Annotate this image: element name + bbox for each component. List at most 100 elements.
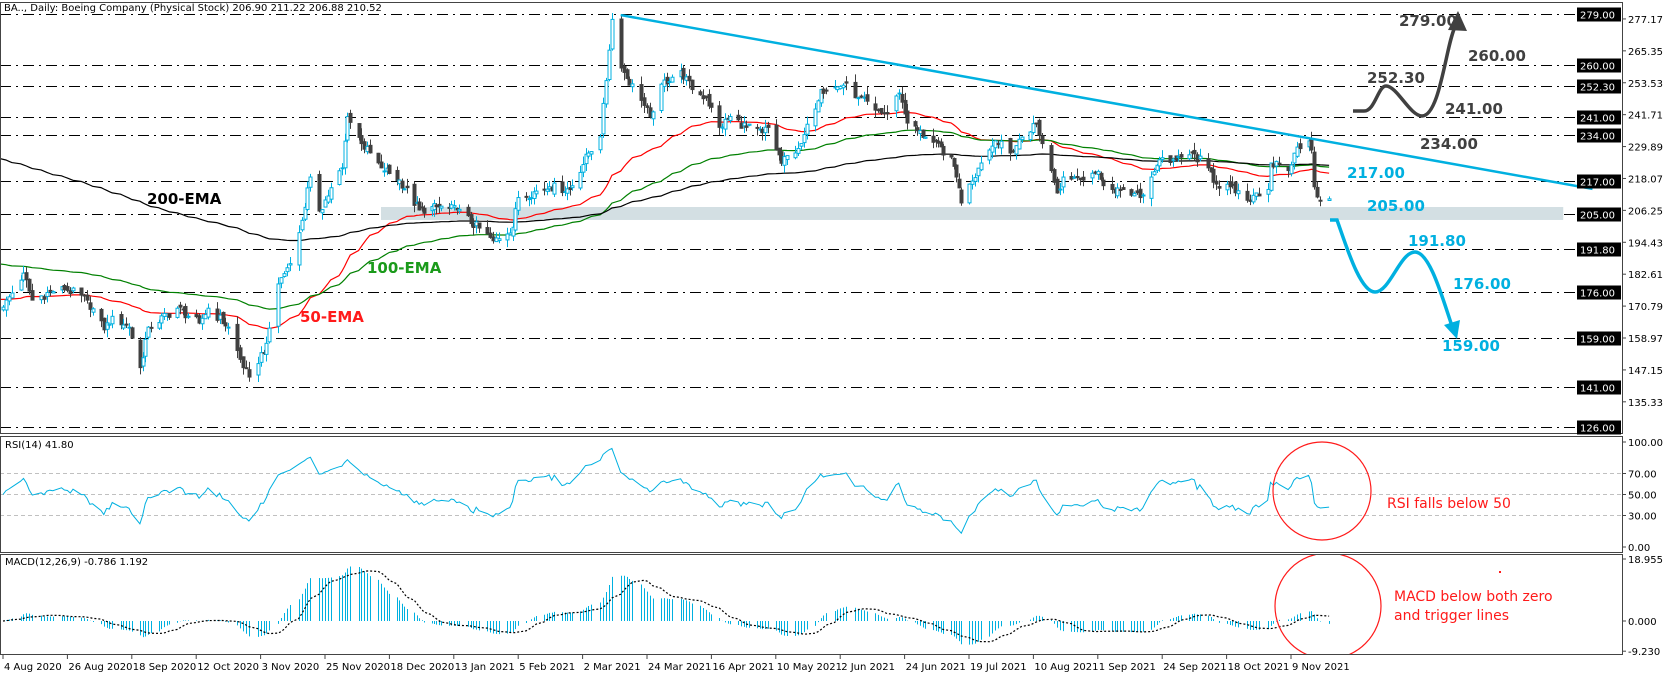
bearish-candle [1075,175,1080,178]
rsi-tick-label: 0.00 [1628,543,1650,554]
bullish-candle [1198,155,1203,160]
level-price-box [1577,331,1621,346]
bullish-candle [999,140,1004,149]
bullish-candle [604,80,609,105]
bullish-candle [10,292,15,299]
bullish-candle [598,136,603,151]
x-tick-label: 9 Nov 2021 [1292,662,1350,673]
bearish-candle [68,290,73,295]
bearish-candle [376,152,381,164]
x-tick-label: 4 Aug 2020 [4,662,62,673]
bullish-candle [206,307,211,318]
bullish-candle [141,357,146,367]
bullish-candle [323,199,328,208]
y-tick-label: 158.97 [1628,334,1663,345]
x-tick-label: 18 Oct 2021 [1228,662,1290,673]
bullish-candle [516,197,521,211]
bearish-candle [931,135,936,143]
bullish-candle [1115,187,1120,197]
bullish-candle [276,283,281,327]
level-price-box [1577,58,1621,73]
bullish-candle [1236,190,1241,195]
level-box-layer: 279.00 260.00 252.30 241.00 234.00 217.00 205.… [1577,7,1621,435]
bearish-candle [469,214,474,225]
macd-note-line2: and trigger lines [1394,608,1510,624]
macd-note-line1: MACD below both zero [1394,589,1553,605]
bullish-candle [337,170,342,186]
price-panel-frame [0,2,1623,434]
bullish-candle [1251,194,1256,203]
bullish-candle [979,162,984,171]
bearish-candle [412,183,417,206]
macd-tick-label: -9.230 [1628,647,1660,658]
bearish-candle [642,97,647,106]
bullish-candle [1327,198,1332,201]
bullish-candle [121,324,126,329]
bearish-candle [1101,179,1106,187]
bearish-candle [915,127,920,132]
bullish-candle [1132,192,1137,197]
bullish-candle [578,171,583,189]
target-176-label: 176.00 [1453,275,1511,293]
bullish-candle [288,263,293,266]
bearish-candle [178,304,183,308]
bearish-candle [1052,169,1057,183]
bullish-candle [793,152,798,159]
x-tick-label: 2 Mar 2021 [584,662,641,673]
level-price-label: 126.00 [1580,424,1615,435]
level-price-label: 159.00 [1580,335,1615,346]
bullish-candle [175,307,180,318]
bullish-candle [841,84,846,89]
level-price-box [1577,7,1621,22]
bearish-candle [625,69,630,79]
bearish-candle [698,91,703,96]
bullish-candle [505,233,510,241]
bullish-candle [305,187,310,210]
y-tick-label: 194.43 [1628,238,1663,249]
bearish-candle [1312,151,1317,188]
bearish-candle [560,181,565,194]
bullish-candle [259,352,264,363]
bearish-candle [766,124,771,128]
level-price-label: 191.80 [1580,246,1615,257]
level-price-label: 141.00 [1580,384,1615,395]
bullish-candle [402,188,407,191]
bearish-candle [774,124,779,151]
x-tick-label: 2 Jun 2021 [841,662,895,673]
bearish-candle [690,79,695,91]
bullish-candle [670,76,675,83]
bearish-candle [247,369,252,378]
bullish-candle [552,182,557,195]
bullish-candle [91,308,96,313]
bearish-candle [959,189,964,204]
bearish-candle [466,206,471,217]
bullish-candle [782,156,787,166]
bullish-candle [282,273,287,277]
bearish-candle [885,112,890,115]
y-tick-label: 265.35 [1628,47,1663,58]
bullish-candle [534,190,539,195]
bullish-candle [923,136,928,139]
bearish-candle [853,81,858,99]
bullish-candle [1157,159,1162,167]
bullish-candle [7,296,12,302]
bullish-candle [990,145,995,153]
bearish-candle [900,94,905,103]
bearish-candle [379,161,384,169]
bullish-candle [813,108,818,127]
bearish-candle [488,232,493,238]
bullish-candle [897,92,902,95]
ema100-label: 100-EMA [367,259,442,277]
bearish-candle [1138,188,1143,199]
bearish-candle [873,103,878,111]
bearish-candle [717,105,722,128]
bearish-candle [477,222,482,229]
bullish-candle [107,323,112,326]
bullish-candle [256,363,261,376]
descending-trendline [620,13,1593,191]
x-tick-label: 19 Jul 2021 [970,662,1027,673]
bearish-candle [119,314,124,326]
bearish-candle [921,129,926,138]
bearish-candle [681,67,686,80]
